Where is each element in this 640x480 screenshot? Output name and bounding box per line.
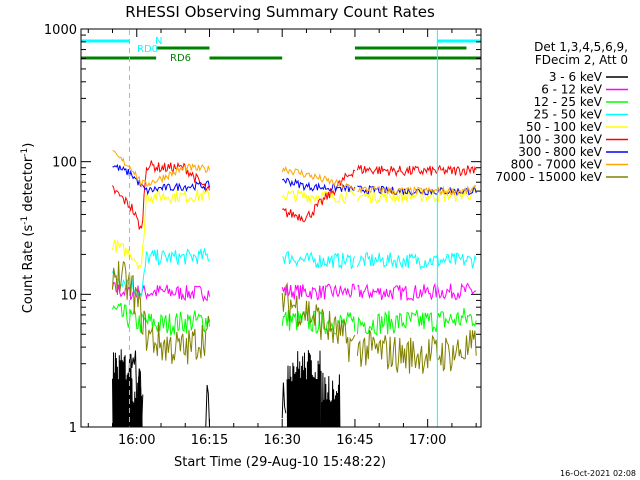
x-axis-ticks: 16:00 16:15 16:30 16:45 17:00 [87, 29, 477, 448]
series-line [112, 160, 210, 230]
legend-label: 12 - 25 keV [534, 95, 603, 109]
series-line [281, 169, 356, 223]
plot-frame [80, 28, 482, 428]
series-group [112, 260, 477, 374]
x-tick-label: 16:30 [263, 433, 300, 448]
band-label-n: N [155, 36, 162, 47]
y-axis-label-part: Count Rate (s [21, 225, 36, 314]
legend-entry: 25 - 50 keV [534, 108, 628, 122]
series-line [112, 150, 210, 189]
series-line [281, 189, 356, 204]
x-tick-label: 17:00 [409, 433, 446, 448]
y-tick-label: 1000 [44, 23, 77, 38]
legend-header-detectors: Det 1,3,4,5,6,9, [534, 40, 628, 54]
x-tick-label: 16:15 [191, 433, 228, 448]
y-axis-ticks: 1 10 100 1000 [44, 23, 481, 436]
band-label-rd6: RD6 [170, 53, 191, 64]
legend-label: 7000 - 15000 keV [495, 170, 602, 184]
legend-label: 6 - 12 keV [541, 83, 603, 97]
series-layer [112, 150, 477, 428]
series-group [112, 160, 477, 230]
series-group [112, 302, 477, 336]
legend-label: 300 - 800 keV [518, 145, 602, 159]
series-line [281, 309, 356, 335]
series-line [281, 283, 356, 301]
series-group [112, 150, 477, 196]
series-line [112, 188, 210, 271]
band-label-rd0: RD0 [137, 44, 158, 55]
y-axis-label: Count Rate (s-1 detector-1) [20, 143, 36, 314]
legend-label: 25 - 50 keV [534, 108, 603, 122]
y-axis-label-part: ) [21, 143, 36, 148]
series-line [281, 281, 356, 363]
series-line [281, 177, 356, 193]
y-axis-label-part: detector [21, 156, 36, 216]
series-line [281, 382, 287, 419]
series-group [112, 349, 341, 428]
legend-header-decimation: FDecim 2, Att 0 [535, 53, 628, 67]
series-line [112, 260, 210, 365]
series-line [356, 164, 477, 178]
legend-label: 3 - 6 keV [549, 70, 603, 84]
series-line [286, 350, 321, 428]
series-line [112, 281, 210, 303]
series-line [320, 370, 341, 428]
series-line [356, 251, 477, 270]
y-axis-label-sup: -1 [20, 148, 30, 157]
legend-label: 50 - 100 keV [526, 120, 603, 134]
y-tick-label: 100 [52, 156, 77, 171]
legend-entry: 7000 - 15000 keV [495, 170, 628, 184]
y-axis-label-sup: -1 [20, 216, 30, 225]
series-line [281, 165, 356, 192]
x-tick-label: 16:00 [118, 433, 155, 448]
series-group [112, 281, 477, 303]
footer-timestamp: 16-Oct-2021 02:08 [560, 469, 636, 478]
x-tick-label: 16:45 [336, 433, 373, 448]
legend-entry: 6 - 12 keV [541, 83, 628, 97]
legend-entry: 300 - 800 keV [518, 145, 628, 159]
series-line [112, 163, 210, 196]
series-line [205, 384, 210, 427]
y-tick-label: 10 [60, 288, 77, 303]
chart-title: RHESSI Observing Summary Count Rates [125, 3, 435, 21]
legend-entry: 50 - 100 keV [526, 120, 628, 134]
series-line [282, 250, 356, 270]
series-line [126, 370, 143, 428]
series-line [357, 282, 477, 302]
legend-entry: 800 - 7000 keV [511, 158, 628, 172]
legend-entry: 3 - 6 keV [549, 70, 628, 84]
series-line [356, 308, 477, 336]
legend-entry: 100 - 300 keV [518, 133, 628, 147]
series-line [356, 329, 477, 374]
x-axis-label: Start Time (29-Aug-10 15:48:22) [174, 455, 386, 470]
legend-entry: 12 - 25 keV [534, 95, 628, 109]
legend-label: 100 - 300 keV [518, 133, 602, 147]
legend-label: 800 - 7000 keV [511, 158, 603, 172]
series-line [112, 302, 210, 336]
series-line [357, 184, 477, 196]
series-group [112, 247, 477, 299]
series-line [112, 247, 210, 299]
y-tick-label: 1 [69, 421, 77, 436]
